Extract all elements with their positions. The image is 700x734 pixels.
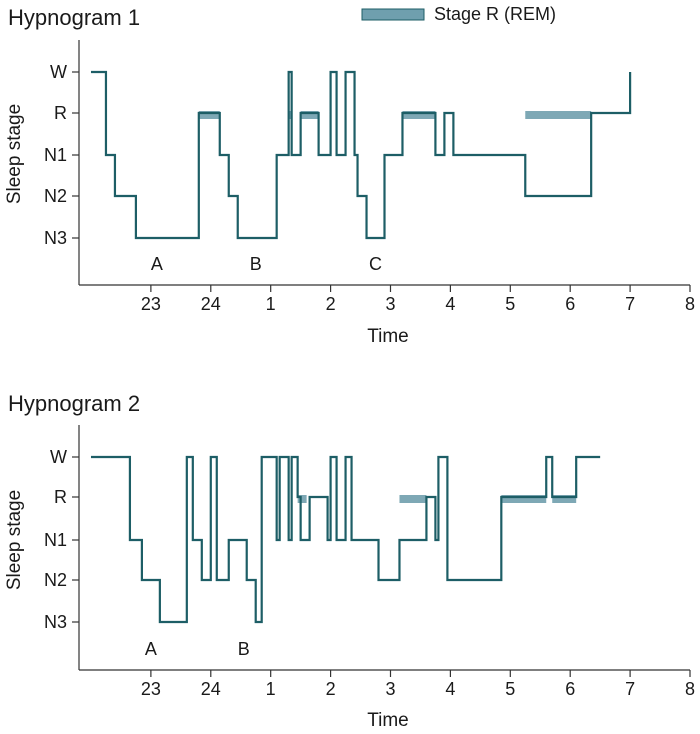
y-tick-label: R [54, 487, 67, 507]
x-tick-label: 7 [625, 294, 635, 314]
x-tick-label: 24 [201, 294, 221, 314]
annotation-label: A [145, 639, 157, 659]
x-tick-label: 6 [565, 679, 575, 699]
x-tick-label: 8 [685, 294, 695, 314]
x-tick-label: 6 [565, 294, 575, 314]
x-tick-label: 3 [385, 679, 395, 699]
rem-band [399, 495, 427, 503]
x-tick-label: 2 [326, 679, 336, 699]
rem-band [525, 111, 592, 119]
y-tick-label: W [50, 447, 67, 467]
annotation-label: B [250, 254, 262, 274]
x-tick-label: 23 [141, 679, 161, 699]
x-tick-label: 5 [505, 294, 515, 314]
hypnogram-2-y-axis-label: Sleep stage [4, 490, 25, 590]
x-tick-label: 1 [266, 679, 276, 699]
y-tick-label: N2 [44, 186, 67, 206]
rem-band [297, 495, 307, 503]
rem-band [288, 111, 292, 119]
legend-swatch [361, 8, 425, 21]
y-tick-label: W [50, 62, 67, 82]
x-tick-label: 7 [625, 679, 635, 699]
legend: Stage R (REM) [361, 4, 556, 24]
x-tick-label: 8 [685, 679, 695, 699]
hypnogram-2-trace [90, 455, 601, 624]
x-tick-label: 4 [445, 679, 455, 699]
rem-band [552, 495, 577, 503]
rem-band [501, 495, 547, 503]
rem-band [300, 111, 319, 119]
annotation-label: B [238, 639, 250, 659]
annotation-label: A [151, 254, 163, 274]
hypnogram-1-y-axis-label: Sleep stage [4, 104, 25, 204]
hypnogram-1-x-axis-label: Time [367, 326, 409, 347]
annotation-label: C [369, 254, 382, 274]
x-tick-label: 1 [266, 294, 276, 314]
hypnogram-2-title: Hypnogram 2 [8, 391, 140, 416]
rem-band [402, 111, 436, 119]
y-tick-label: R [54, 103, 67, 123]
y-tick-label: N3 [44, 228, 67, 248]
hypnogram-1-rem-bands [198, 111, 592, 119]
y-tick-label: N2 [44, 570, 67, 590]
y-tick-label: N1 [44, 530, 67, 550]
sleep-stage-trace [90, 70, 632, 240]
hypnogram-2-rem-bands [297, 495, 577, 503]
hypnogram-1-title: Hypnogram 1 [8, 5, 140, 30]
hypnogram-1-axes [78, 40, 690, 286]
x-tick-label: 2 [326, 294, 336, 314]
hypnogram-1-trace [90, 70, 632, 240]
hypnogram-2-x-axis-label: Time [367, 710, 409, 731]
hypnogram-1-annotations: A B C [151, 254, 382, 274]
hypnogram-2-axes [78, 425, 690, 671]
x-tick-label: 24 [201, 679, 221, 699]
y-tick-label: N1 [44, 145, 67, 165]
x-tick-label: 23 [141, 294, 161, 314]
rem-band [198, 111, 220, 119]
x-tick-label: 3 [385, 294, 395, 314]
x-tick-label: 4 [445, 294, 455, 314]
sleep-stage-trace [90, 455, 601, 624]
y-tick-label: N3 [44, 612, 67, 632]
x-tick-label: 5 [505, 679, 515, 699]
legend-label: Stage R (REM) [434, 4, 556, 24]
